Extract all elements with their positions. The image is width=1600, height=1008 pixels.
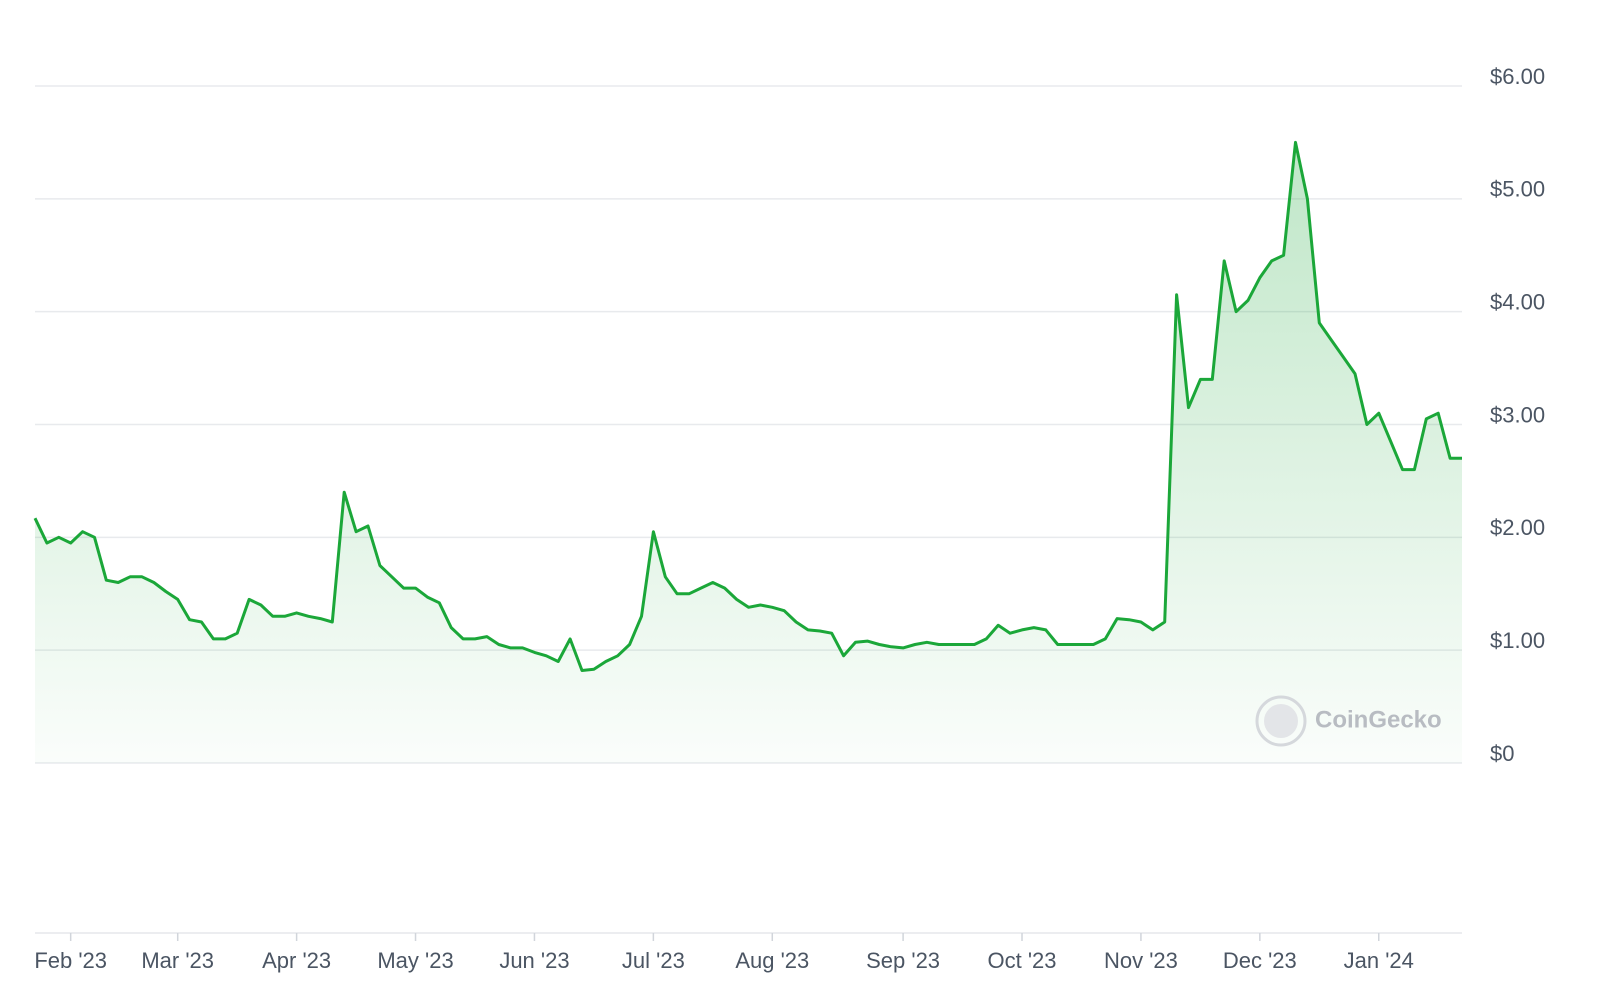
x-tick-label: Mar '23	[141, 948, 214, 973]
x-tick-label: May '23	[377, 948, 453, 973]
y-tick-label: $0	[1490, 741, 1514, 766]
x-tick-label: Nov '23	[1104, 948, 1178, 973]
logo	[1255, 695, 1307, 747]
logo-inner	[1264, 704, 1298, 738]
x-tick-label: Jul '23	[622, 948, 685, 973]
x-tick-label: Apr '23	[262, 948, 331, 973]
x-tick-label: Oct '23	[988, 948, 1057, 973]
area	[35, 142, 1462, 763]
price-line	[33, 140, 1462, 672]
x-tick-label: Dec '23	[1223, 948, 1297, 973]
x-tick-label: Aug '23	[735, 948, 809, 973]
x-tick-label: Jun '23	[499, 948, 569, 973]
y-tick-label: $2.00	[1490, 515, 1545, 540]
y-tick-label: $4.00	[1490, 289, 1545, 314]
watermark-text: CoinGecko	[1315, 706, 1442, 733]
y-tick-label: $3.00	[1490, 402, 1545, 427]
y-tick-label: $1.00	[1490, 628, 1545, 653]
x-tick-label: Sep '23	[866, 948, 940, 973]
y-tick-label: $5.00	[1490, 177, 1545, 202]
x-tick-label: Jan '24	[1344, 948, 1414, 973]
x-tick-label: Feb '23	[34, 948, 107, 973]
watermark: CoinGecko	[1255, 695, 1442, 747]
y-tick-label: $6.00	[1490, 64, 1545, 89]
